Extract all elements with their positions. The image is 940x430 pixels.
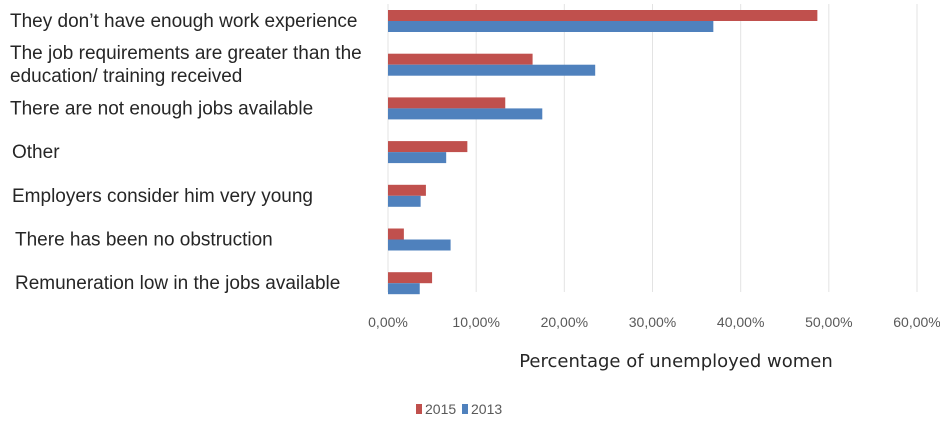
x-tick-label: 10,00% bbox=[452, 314, 499, 330]
legend-swatch bbox=[416, 404, 422, 414]
category-label: There has been no obstruction bbox=[15, 230, 273, 251]
bars bbox=[388, 10, 818, 295]
bar-2013 bbox=[388, 64, 596, 76]
category-label: Employers consider him very young bbox=[12, 186, 313, 207]
category-label: They don’t have enough work experience bbox=[10, 11, 358, 32]
category-label: The job requirements are greater than th… bbox=[10, 43, 362, 87]
x-axis-title: Percentage of unemployed women bbox=[519, 351, 833, 372]
x-tick-label: 40,00% bbox=[717, 314, 764, 330]
bar-2015 bbox=[388, 97, 506, 109]
bar-2015 bbox=[388, 141, 468, 153]
bar-2013 bbox=[388, 283, 420, 295]
bar-2015 bbox=[388, 228, 404, 240]
legend: 2015 2013 bbox=[416, 401, 502, 417]
bar-2015 bbox=[388, 10, 818, 21]
x-tick-label: 30,00% bbox=[629, 314, 676, 330]
bar-2013 bbox=[388, 21, 714, 32]
bar-2015 bbox=[388, 272, 433, 284]
bar-2013 bbox=[388, 239, 451, 251]
bar-2015 bbox=[388, 53, 533, 65]
legend-label: 2013 bbox=[471, 401, 502, 417]
x-tick-label: 60,00% bbox=[893, 314, 940, 330]
bar-2013 bbox=[388, 152, 447, 164]
category-label: Remuneration low in the jobs available bbox=[15, 273, 340, 294]
x-tick-label: 0,00% bbox=[368, 314, 408, 330]
bar-2015 bbox=[388, 184, 426, 196]
x-tick-labels: 0,00% 10,00% 20,00% 30,00% 40,00% 50,00% 60,00… bbox=[368, 314, 940, 330]
category-labels: They don’t have enough work experience Th… bbox=[10, 11, 362, 294]
bar-2013 bbox=[388, 108, 543, 120]
category-label: Other bbox=[12, 142, 60, 163]
category-label: There are not enough jobs available bbox=[10, 98, 313, 119]
legend-label: 2015 bbox=[425, 401, 456, 417]
gridlines bbox=[387, 4, 918, 292]
legend-swatch bbox=[462, 404, 468, 414]
x-tick-label: 20,00% bbox=[541, 314, 588, 330]
x-tick-label: 50,00% bbox=[805, 314, 852, 330]
bar-2013 bbox=[388, 195, 421, 207]
